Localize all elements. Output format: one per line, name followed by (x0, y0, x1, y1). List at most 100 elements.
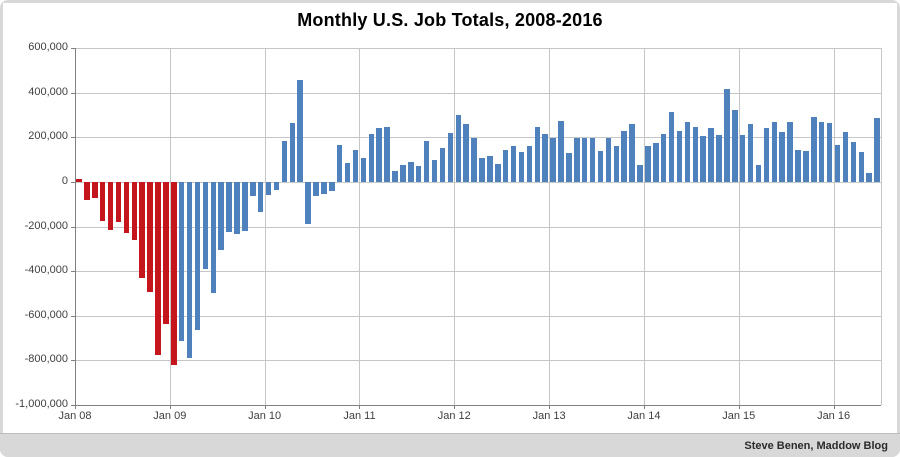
monthly-jobs-bar (518, 151, 525, 182)
monthly-jobs-bar (724, 89, 730, 182)
monthly-jobs-bar (684, 121, 691, 182)
monthly-jobs-bar (834, 145, 841, 182)
monthly-jobs-bar (305, 181, 311, 225)
monthly-jobs-bar (289, 122, 296, 182)
chart-panel (3, 3, 897, 434)
monthly-jobs-bar (423, 140, 430, 182)
monthly-jobs-bar (257, 181, 264, 212)
monthly-jobs-bar (534, 127, 540, 182)
monthly-jobs-bar (581, 138, 588, 182)
monthly-jobs-bar (676, 130, 683, 182)
y-axis-tick (71, 271, 75, 273)
y-tick-label: -400,000 (24, 264, 68, 277)
vertical-gridline (738, 48, 740, 405)
monthly-jobs-bar (526, 146, 533, 182)
monthly-jobs-bar (92, 181, 98, 198)
monthly-jobs-bar (431, 159, 438, 182)
monthly-jobs-bar (637, 165, 643, 182)
monthly-jobs-bar (131, 181, 137, 240)
monthly-jobs-bar (716, 135, 722, 182)
y-tick-label: 400,000 (28, 85, 68, 98)
monthly-jobs-bar (850, 141, 857, 182)
monthly-jobs-bar (218, 181, 224, 250)
y-axis-tick (71, 137, 75, 139)
monthly-jobs-bar (313, 181, 319, 197)
monthly-jobs-bar (336, 145, 343, 182)
x-axis-tick (643, 405, 645, 409)
monthly-jobs-bar (408, 161, 414, 182)
monthly-jobs-bar (613, 146, 620, 182)
monthly-jobs-bar (329, 181, 335, 191)
monthly-jobs-bar (115, 181, 122, 223)
monthly-jobs-bar (321, 181, 327, 195)
plot-right-border (881, 48, 882, 405)
y-axis-line (75, 48, 76, 405)
horizontal-gridline (75, 315, 881, 317)
monthly-jobs-bar (297, 80, 303, 182)
monthly-jobs-bar (415, 166, 422, 182)
monthly-jobs-bar (123, 181, 130, 234)
x-axis-tick (359, 405, 361, 409)
vertical-gridline (454, 48, 456, 405)
horizontal-gridline (75, 92, 881, 94)
monthly-jobs-bar (589, 138, 596, 182)
monthly-jobs-bar (368, 133, 375, 182)
monthly-jobs-bar (210, 181, 217, 294)
monthly-jobs-bar (558, 120, 564, 182)
y-axis-tick (71, 405, 75, 406)
monthly-jobs-bar (621, 130, 627, 182)
x-axis-tick (169, 405, 171, 409)
monthly-jobs-bar (281, 140, 288, 182)
y-axis-tick (71, 315, 75, 317)
vertical-gridline (359, 48, 361, 405)
monthly-jobs-bar (818, 121, 825, 182)
monthly-jobs-bar (242, 181, 248, 231)
monthly-jobs-bar (803, 150, 809, 182)
x-axis-line (75, 405, 881, 406)
monthly-jobs-bar (226, 181, 232, 233)
footer-strip: Steve Benen, Maddow Blog (0, 433, 900, 457)
monthly-jobs-bar (463, 123, 469, 182)
monthly-jobs-bar (874, 118, 880, 182)
monthly-jobs-bar (250, 181, 256, 197)
horizontal-gridline (75, 137, 881, 139)
monthly-jobs-bar (779, 131, 785, 182)
y-axis-tick (71, 181, 75, 183)
monthly-jobs-bar (265, 181, 272, 196)
monthly-jobs-bar (542, 133, 548, 182)
x-axis-tick (738, 405, 740, 409)
monthly-jobs-bar (826, 122, 833, 182)
monthly-jobs-bar (660, 133, 667, 182)
monthly-jobs-bar (84, 181, 90, 200)
x-axis-tick (454, 405, 456, 409)
y-tick-label: -600,000 (24, 308, 68, 321)
monthly-jobs-bar (495, 164, 501, 182)
monthly-jobs-bar (842, 131, 849, 182)
horizontal-gridline (75, 48, 881, 49)
x-tick-label: Jan 12 (437, 410, 471, 422)
monthly-jobs-bar (605, 138, 612, 182)
y-tick-label: 600,000 (28, 41, 68, 53)
monthly-jobs-bar (234, 181, 240, 235)
x-tick-label: Jan 10 (248, 410, 282, 422)
monthly-jobs-bar (755, 165, 762, 182)
monthly-jobs-bar (194, 181, 201, 331)
x-tick-label: Jan 11 (343, 410, 376, 422)
y-axis-tick (71, 360, 75, 362)
monthly-jobs-bar (747, 123, 754, 182)
monthly-jobs-bar (107, 181, 114, 230)
y-axis-tick (71, 226, 75, 228)
monthly-jobs-bar (795, 149, 801, 182)
chart-title: Monthly U.S. Job Totals, 2008-2016 (297, 10, 603, 30)
x-tick-label: Jan 08 (58, 410, 92, 422)
monthly-jobs-bar (139, 181, 145, 278)
monthly-jobs-bar (360, 158, 367, 182)
monthly-jobs-bar (566, 152, 572, 182)
monthly-jobs-bar (763, 128, 770, 182)
monthly-jobs-bar (653, 142, 659, 182)
y-axis-tick (71, 48, 75, 49)
x-axis-tick (549, 405, 551, 409)
vertical-gridline (643, 48, 645, 405)
monthly-jobs-bar (76, 178, 82, 182)
